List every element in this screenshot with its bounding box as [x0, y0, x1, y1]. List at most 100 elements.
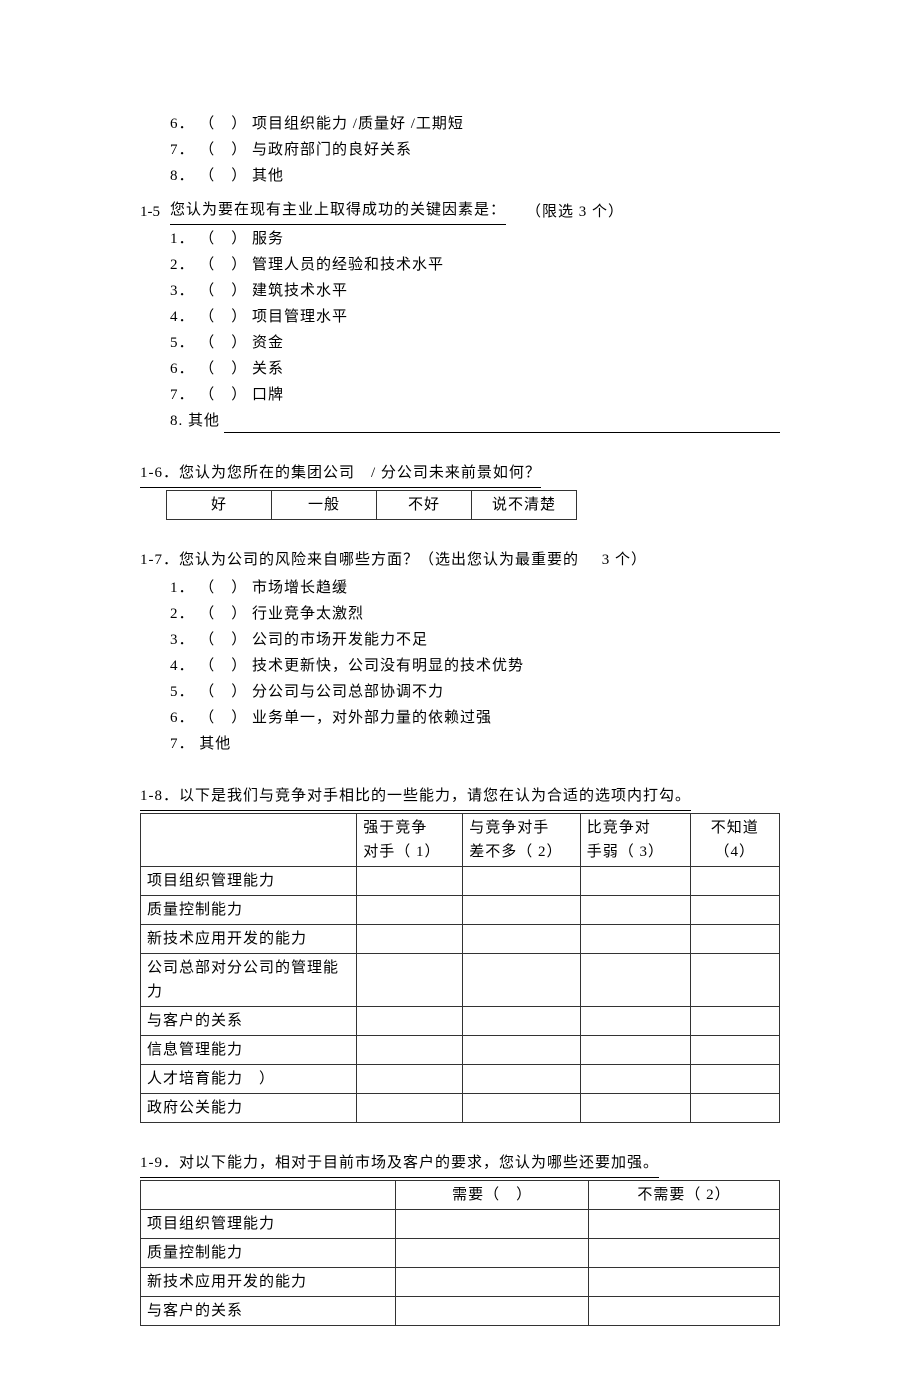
q1-5-limit: （限选 3 个）	[526, 200, 624, 224]
q1-8-h3a: 比竞争对	[587, 816, 684, 840]
q1-8-h3b: 手弱（ 3）	[587, 840, 684, 864]
cell[interactable]	[396, 1210, 589, 1239]
cell[interactable]	[588, 1239, 779, 1268]
cell[interactable]	[690, 867, 779, 896]
q1-6-cell-4[interactable]: 说不清楚	[472, 491, 577, 520]
q1-5-opt-7: 7． （ ） 口牌	[140, 383, 780, 407]
q1-7-opt-7: 7． 其他	[140, 732, 780, 756]
row-label: 信息管理能力	[141, 1036, 357, 1065]
cell[interactable]	[357, 1094, 463, 1123]
q1-6-cell-2[interactable]: 一般	[272, 491, 377, 520]
cell[interactable]	[357, 1036, 463, 1065]
cell[interactable]	[463, 896, 581, 925]
cell[interactable]	[580, 867, 690, 896]
q1-6-cell-1[interactable]: 好	[167, 491, 272, 520]
cell[interactable]	[463, 925, 581, 954]
row-label: 项目组织管理能力	[141, 1210, 396, 1239]
cell[interactable]	[588, 1210, 779, 1239]
cell[interactable]	[580, 1065, 690, 1094]
cell[interactable]	[580, 1007, 690, 1036]
q1-5-opt-4: 4． （ ） 项目管理水平	[140, 305, 780, 329]
cell[interactable]	[463, 1094, 581, 1123]
cell[interactable]	[357, 954, 463, 1007]
row-label: 人才培育能力 ）	[141, 1065, 357, 1094]
q1-5-opt-3: 3． （ ） 建筑技术水平	[140, 279, 780, 303]
cell[interactable]	[690, 1065, 779, 1094]
cell[interactable]	[690, 925, 779, 954]
option-paren[interactable]: （ ）	[199, 305, 247, 329]
q1-8-h2b: 差不多（ 2）	[469, 840, 574, 864]
option-number: 2．	[170, 602, 195, 626]
row-label: 质量控制能力	[141, 896, 357, 925]
option-number: 6．	[170, 357, 195, 381]
row-label: 新技术应用开发的能力	[141, 925, 357, 954]
cell[interactable]	[463, 1036, 581, 1065]
cell[interactable]	[357, 1065, 463, 1094]
option-paren[interactable]: （ ）	[199, 628, 247, 652]
cell[interactable]	[463, 1065, 581, 1094]
q1-8-h4b: （4）	[697, 840, 773, 864]
page: 6． （ ） 项目组织能力 /质量好 /工期短 7． （ ） 与政府部门的良好关…	[0, 0, 920, 1386]
option-number: 5．	[170, 331, 195, 355]
table-row: 信息管理能力	[141, 1036, 780, 1065]
row-label: 公司总部对分公司的管理能力	[141, 954, 357, 1007]
option-paren[interactable]: （ ）	[199, 331, 247, 355]
option-text: 公司的市场开发能力不足	[252, 632, 428, 648]
option-paren[interactable]: （ ）	[199, 602, 247, 626]
cell[interactable]	[580, 954, 690, 1007]
q1-8-h4a: 不知道	[697, 816, 773, 840]
option-number: 4．	[170, 305, 195, 329]
cell[interactable]	[588, 1268, 779, 1297]
q1-6-table: 好 一般 不好 说不清楚	[166, 490, 577, 520]
option-number: 7．	[170, 383, 195, 407]
q1-9-title: 1-9．对以下能力，相对于目前市场及客户的要求，您认为哪些还要加强。	[140, 1151, 659, 1178]
cell[interactable]	[396, 1239, 589, 1268]
cell[interactable]	[690, 1036, 779, 1065]
cell[interactable]	[690, 1094, 779, 1123]
cell[interactable]	[690, 1007, 779, 1036]
option-text: 业务单一，对外部力量的依赖过强	[252, 710, 492, 726]
option-paren[interactable]: （ ）	[199, 164, 247, 188]
option-paren[interactable]: （ ）	[199, 654, 247, 678]
option-paren[interactable]: （ ）	[199, 680, 247, 704]
cell[interactable]	[580, 1036, 690, 1065]
option-paren[interactable]: （ ）	[199, 706, 247, 730]
other-fill-line[interactable]	[224, 414, 780, 433]
cell[interactable]	[463, 1007, 581, 1036]
cell[interactable]	[690, 896, 779, 925]
table-row: 项目组织管理能力	[141, 867, 780, 896]
option-paren[interactable]: （ ）	[199, 576, 247, 600]
cell[interactable]	[396, 1297, 589, 1326]
q1-6-cell-3[interactable]: 不好	[377, 491, 472, 520]
q1-5-options: 1． （ ） 服务 2． （ ） 管理人员的经验和技术水平 3． （ ） 建筑技…	[140, 227, 780, 433]
cell[interactable]	[357, 896, 463, 925]
option-paren[interactable]: （ ）	[199, 357, 247, 381]
cell[interactable]	[580, 1094, 690, 1123]
option-text: 资金	[252, 335, 284, 351]
cell[interactable]	[580, 925, 690, 954]
option-paren[interactable]: （ ）	[199, 138, 247, 162]
cell[interactable]	[463, 954, 581, 1007]
option-paren[interactable]: （ ）	[199, 253, 247, 277]
q1-8-h4: 不知道 （4）	[690, 814, 779, 867]
q1-6-title: 1-6．您认为您所在的集团公司 / 分公司未来前景如何？	[140, 461, 541, 488]
cell[interactable]	[588, 1297, 779, 1326]
cell[interactable]	[580, 896, 690, 925]
row-label: 政府公关能力	[141, 1094, 357, 1123]
cell[interactable]	[357, 1007, 463, 1036]
cell[interactable]	[396, 1268, 589, 1297]
q1-8-header: 强于竞争 对手（ 1） 与竞争对手 差不多（ 2） 比竞争对 手弱（ 3） 不知…	[141, 814, 780, 867]
option-paren[interactable]: （ ）	[199, 383, 247, 407]
option-text: 与政府部门的良好关系	[252, 142, 412, 158]
q1-7-title-a: 1-7．您认为公司的风险来自哪些方面？（选出您认为最重要的	[140, 552, 579, 568]
q1-7-opt-2: 2． （ ） 行业竞争太激烈	[140, 602, 780, 626]
cell[interactable]	[463, 867, 581, 896]
cell[interactable]	[357, 925, 463, 954]
option-paren[interactable]: （ ）	[199, 112, 247, 136]
cell[interactable]	[690, 954, 779, 1007]
cell[interactable]	[357, 867, 463, 896]
q1-9-h1: 需要（ ）	[396, 1181, 589, 1210]
option-paren[interactable]: （ ）	[199, 227, 247, 251]
option-paren[interactable]: （ ）	[199, 279, 247, 303]
option-7: 7． （ ） 与政府部门的良好关系	[140, 138, 780, 162]
